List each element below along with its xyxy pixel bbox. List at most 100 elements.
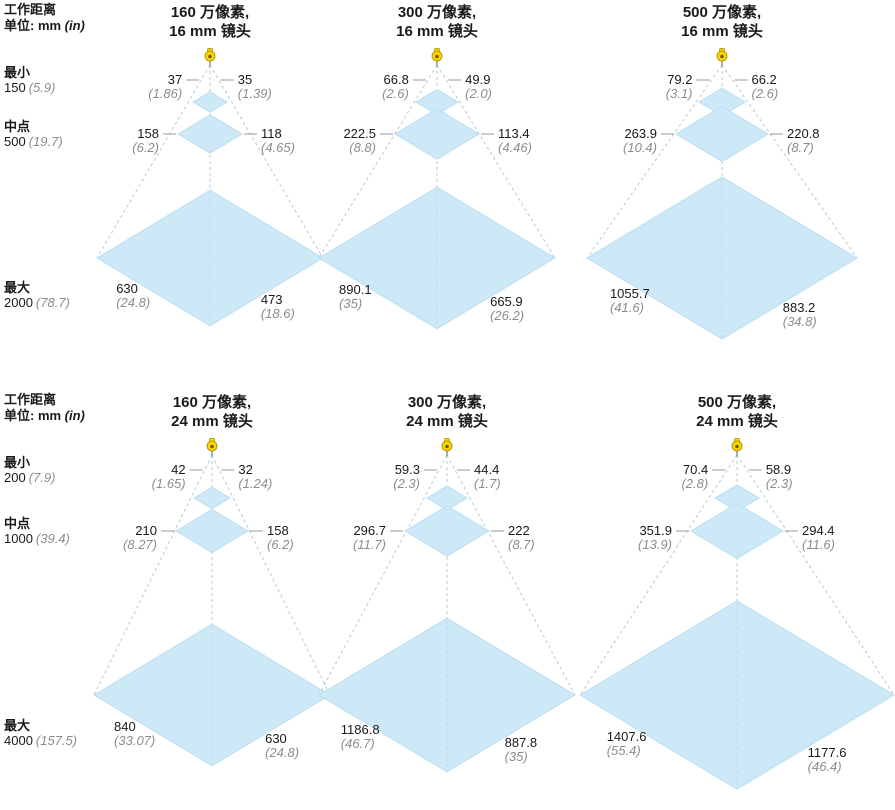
measurement-mid-left: 222.5 (8.8) [343, 127, 376, 155]
measurement-min-right-in: (2.3) [765, 476, 793, 491]
measurement-mid-left-mm: 296.7 [353, 523, 386, 538]
pyramid-edge-right [436, 64, 556, 259]
fov-diamond-mid [177, 114, 243, 154]
measurement-min-left-in: (1.65) [151, 476, 186, 491]
measurement-min-right: 44.4 (1.7) [474, 463, 501, 491]
measurement-max-right-in: (35) [504, 748, 528, 764]
diagram-title-line2: 24 mm 镜头 [171, 413, 253, 430]
measurement-mid-right-mm: 118 [261, 126, 282, 141]
measurement-max-left-mm: 1407.6 [606, 729, 647, 745]
distance-name-max: 最大 [4, 717, 31, 733]
measurement-max-left: 1186.8 (46.7) [340, 722, 380, 751]
diagram-title: 160 万像素, 16 mm 镜头 [90, 3, 330, 41]
diagram-title: 300 万像素, 16 mm 镜头 [317, 3, 557, 41]
distance-value-mid-in: (39.4) [35, 531, 70, 546]
diagram-title: 300 万像素, 24 mm 镜头 [327, 393, 567, 431]
fov-diagram-0-2 [586, 48, 858, 340]
measurement-min-right-in: (2.6) [751, 86, 779, 101]
diagram-title-line1: 160 万像素, [172, 394, 252, 411]
diagram-title-line1: 300 万像素, [407, 394, 487, 411]
fov-diamond-mid [675, 105, 769, 163]
measurement-min-right-in: (2.0) [465, 86, 492, 101]
measurement-min-left-mm: 79.2 [667, 72, 693, 87]
measurement-mid-left-mm: 158 [137, 126, 159, 141]
distance-value-max-in: (78.7) [35, 294, 70, 310]
distance-value-mid: 500 (19.7) [4, 135, 63, 149]
measurement-min-right: 66.2 (2.6) [751, 73, 778, 101]
measurement-min-left: 42 (1.65) [152, 463, 186, 491]
measurement-mid-left: 351.9 (13.9) [638, 524, 672, 552]
measurement-min-right-mm: 35 [237, 72, 253, 87]
measurement-max-left: 890.1 (35) [339, 281, 372, 311]
measurement-mid-right-in: (11.6) [802, 537, 835, 552]
distance-value-min: 200 (7.9) [4, 471, 55, 485]
measurement-max-right: 665.9 (26.2) [490, 294, 525, 323]
diagram-title-line2: 24 mm 镜头 [696, 413, 778, 430]
working-distance-header: 工作距离 单位: mm (in) [4, 392, 85, 424]
fov-diamond-mid [404, 505, 490, 557]
pyramid-edge-left [93, 454, 213, 696]
measurement-min-left-in: (2.6) [382, 86, 409, 101]
distance-name-max: 最大 [4, 279, 31, 295]
measurement-max-left-in: (24.8) [116, 294, 151, 310]
measurement-min-right: 49.9 (2.0) [465, 73, 492, 101]
measurement-mid-left-in: (10.4) [623, 140, 657, 155]
measurement-max-left-in: (41.6) [609, 300, 644, 316]
measurement-max-left: 840 (33.07) [114, 719, 155, 748]
measurement-max-right: 883.2 (34.8) [783, 301, 817, 329]
pyramid-edge-left [96, 64, 211, 259]
measurement-max-left: 1407.6 (55.4) [607, 730, 647, 758]
measurement-min-right: 58.9 (2.3) [766, 463, 793, 491]
measurement-mid-right-in: (6.2) [267, 537, 294, 552]
distance-value-min-mm: 150 [4, 80, 26, 95]
working-distance-title: 工作距离 [4, 2, 57, 17]
distance-value-min-mm: 200 [4, 470, 26, 485]
fov-diamond-mid [690, 502, 784, 560]
measurement-min-left: 59.3 (2.3) [393, 463, 420, 491]
measurement-max-left-in: (55.4) [606, 743, 641, 759]
diagram-title-line1: 500 万像素, [697, 394, 777, 411]
measurement-mid-right: 220.8 (8.7) [787, 127, 820, 155]
measurement-min-right-in: (1.7) [474, 476, 501, 491]
measurement-mid-right: 158 (6.2) [267, 524, 294, 552]
fov-diamond-min [415, 88, 459, 116]
working-distance-title: 工作距离 [4, 392, 57, 407]
unit-line: 单位: mm (in) [4, 408, 85, 424]
pyramid-edge-right [211, 454, 331, 696]
measurement-min-right-mm: 32 [238, 462, 253, 477]
measurement-max-left-mm: 890.1 [339, 281, 372, 297]
pyramid-edge-right [209, 64, 324, 259]
measurement-max-right-in: (24.8) [265, 744, 300, 760]
distance-name-min: 最小 [4, 455, 31, 470]
measurement-mid-right-mm: 294.4 [802, 523, 835, 538]
camera-icon [204, 48, 216, 66]
unit-inches-label: (in) [64, 408, 85, 423]
measurement-min-right: 35 (1.39) [238, 73, 272, 101]
measurement-mid-right-in: (8.7) [508, 537, 535, 552]
measurement-max-right: 887.8 (35) [504, 735, 538, 764]
measurement-mid-right: 118 (4.65) [261, 127, 295, 155]
measurement-mid-left: 158 (6.2) [132, 127, 159, 155]
measurement-mid-left-mm: 263.9 [624, 126, 657, 141]
measurement-min-left-mm: 42 [171, 462, 186, 477]
camera-icon [716, 48, 728, 66]
measurement-max-right-in: (26.2) [490, 307, 525, 323]
distance-name-mid: 中点 [4, 516, 31, 531]
working-distance-header: 工作距离 单位: mm (in) [4, 2, 85, 34]
measurement-min-left: 66.8 (2.6) [382, 73, 409, 101]
measurement-mid-left-in: (11.7) [353, 537, 386, 552]
measurement-mid-left-mm: 351.9 [639, 523, 672, 538]
measurement-min-left-mm: 66.8 [383, 72, 409, 87]
distance-value-mid-mm: 500 [4, 134, 26, 149]
measurement-max-left: 1055.7 (41.6) [610, 287, 650, 315]
diagram-title-line2: 16 mm 镜头 [396, 23, 478, 40]
measurement-max-right: 473 (18.6) [261, 293, 295, 321]
measurement-min-left-in: (2.8) [681, 476, 709, 491]
diagram-title-line1: 500 万像素, [682, 4, 762, 21]
measurement-max-left-in: (46.7) [340, 735, 375, 751]
fov-diagram-1-2 [579, 438, 895, 790]
measurement-min-left-mm: 70.4 [682, 462, 709, 477]
measurement-mid-right: 222 (8.7) [508, 524, 535, 552]
fov-diamond-min [193, 486, 231, 510]
